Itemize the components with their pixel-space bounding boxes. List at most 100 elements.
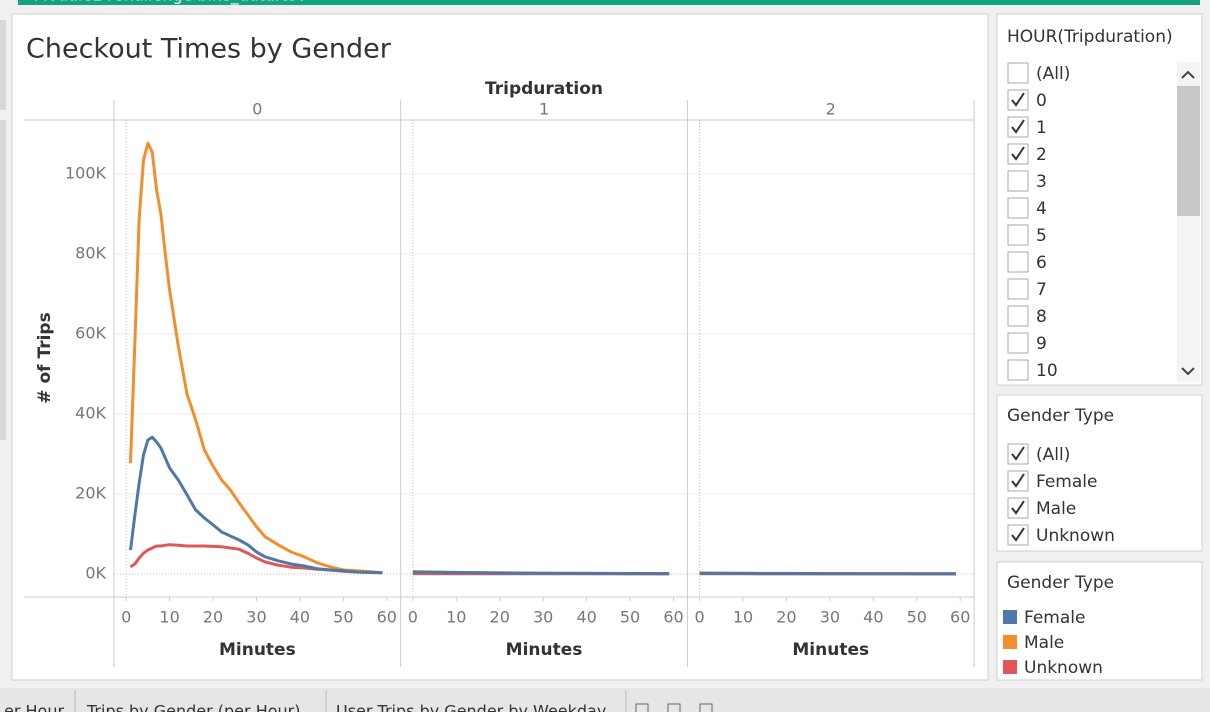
- filter-item[interactable]: 3: [1036, 172, 1047, 192]
- x-tick-label: 50: [620, 608, 640, 627]
- legend-label: Male: [1024, 633, 1064, 653]
- title-bar: [18, 0, 1200, 5]
- x-tick-label: 40: [576, 608, 596, 627]
- tab-icon[interactable]: [699, 703, 713, 712]
- checkmark: [1011, 119, 1025, 134]
- checkbox[interactable]: [1007, 332, 1029, 354]
- tab-icon[interactable]: [635, 703, 649, 712]
- x-tick-label: 20: [776, 608, 796, 627]
- scroll-thumb[interactable]: [1177, 86, 1200, 216]
- x-tick-label: 30: [820, 608, 840, 627]
- x-tick-label: 60: [663, 608, 683, 627]
- checkmark: [1011, 446, 1025, 461]
- x-axis-label: Minutes: [506, 640, 583, 660]
- y-tick-label: 40K: [75, 404, 106, 423]
- checkbox[interactable]: [1007, 497, 1029, 519]
- x-tick-label: 50: [907, 608, 927, 627]
- line: [129, 141, 383, 575]
- filter-item[interactable]: (All): [1036, 64, 1070, 84]
- x-tick-label: 0: [694, 608, 704, 627]
- x-axis-label: Minutes: [792, 640, 869, 660]
- legend-card: [996, 561, 1203, 681]
- x-tick-label: 10: [446, 608, 466, 627]
- sheet-tab[interactable]: Trips by Gender (per Hour): [86, 702, 300, 712]
- checkmark: [1011, 527, 1025, 542]
- filter-item[interactable]: 9: [1036, 334, 1047, 354]
- y-tick-label: 20K: [75, 484, 106, 503]
- filter-title: HOUR(Tripduration): [1007, 27, 1173, 47]
- y-tick-label: 100K: [65, 164, 107, 183]
- legend-swatch: [1003, 660, 1017, 674]
- checkbox[interactable]: [1007, 197, 1029, 219]
- panel-header: 1: [539, 100, 549, 119]
- checkbox[interactable]: [1007, 359, 1029, 381]
- chart-title: Checkout Times by Gender: [26, 34, 392, 65]
- legend-swatch: [1003, 610, 1017, 624]
- chart-pane: [11, 13, 989, 681]
- x-tick-label: 20: [490, 608, 510, 627]
- checkbox[interactable]: [1007, 278, 1029, 300]
- y-tick-label: 0K: [85, 564, 106, 583]
- filter-item[interactable]: Unknown: [1036, 526, 1115, 546]
- x-tick-label: 0: [408, 608, 418, 627]
- tab-bar: [0, 688, 1210, 712]
- legend-label: Female: [1024, 608, 1085, 628]
- filter-item[interactable]: 5: [1036, 226, 1047, 246]
- x-tick-label: 50: [333, 608, 353, 627]
- checkmark: [1011, 92, 1025, 107]
- checkbox[interactable]: [1007, 470, 1029, 492]
- x-tick-label: 40: [863, 608, 883, 627]
- line: [129, 435, 383, 575]
- y-tick-label: 80K: [75, 244, 106, 263]
- filter-item[interactable]: Female: [1036, 472, 1097, 492]
- checkbox[interactable]: [1007, 170, 1029, 192]
- checkbox[interactable]: [1007, 443, 1029, 465]
- checkmark: [1011, 146, 1025, 161]
- x-tick-label: 60: [377, 608, 397, 627]
- side-strip: [0, 120, 6, 440]
- scroll-down[interactable]: [1181, 367, 1195, 376]
- scroll-up[interactable]: [1181, 70, 1195, 79]
- line: [412, 570, 670, 576]
- x-axis-label: Minutes: [219, 640, 296, 660]
- checkbox[interactable]: [1007, 305, 1029, 327]
- checkbox[interactable]: [1007, 251, 1029, 273]
- x-tick-label: 10: [733, 608, 753, 627]
- filter-item[interactable]: 7: [1036, 280, 1047, 300]
- checkbox[interactable]: [1007, 143, 1029, 165]
- checkbox[interactable]: [1007, 524, 1029, 546]
- filter-item[interactable]: 10: [1036, 361, 1058, 381]
- sheet-tab[interactable]: er Hour: [4, 702, 64, 712]
- filter-card: [996, 394, 1203, 552]
- filter-item[interactable]: (All): [1036, 445, 1070, 465]
- filter-item[interactable]: Male: [1036, 499, 1076, 519]
- filter-item[interactable]: 6: [1036, 253, 1047, 273]
- y-tick-label: 60K: [75, 324, 106, 343]
- checkmark: [1011, 500, 1025, 515]
- x-tick-label: 30: [246, 608, 266, 627]
- filter-item[interactable]: 2: [1036, 145, 1047, 165]
- x-tick-label: 10: [159, 608, 179, 627]
- y-axis-label: # of Trips: [35, 312, 55, 403]
- legend-swatch: [1003, 635, 1017, 649]
- filter-item[interactable]: 0: [1036, 91, 1047, 111]
- tab-icon[interactable]: [667, 703, 681, 712]
- filter-card: [996, 13, 1203, 386]
- panel-header: 2: [826, 100, 836, 119]
- x-tick-label: 60: [950, 608, 970, 627]
- legend-label: Unknown: [1024, 658, 1103, 678]
- checkbox[interactable]: [1007, 224, 1029, 246]
- legend-title: Gender Type: [1007, 573, 1114, 593]
- checkbox[interactable]: [1007, 116, 1029, 138]
- filter-item[interactable]: 8: [1036, 307, 1047, 327]
- filter-item[interactable]: 1: [1036, 118, 1047, 138]
- checkbox[interactable]: [1007, 89, 1029, 111]
- checkmark: [1011, 473, 1025, 488]
- side-strip: [0, 20, 6, 110]
- file-path: Module14Challenge bike_data.csv: [34, 0, 306, 6]
- filter-title: Gender Type: [1007, 406, 1114, 426]
- sheet-tab[interactable]: User Trips by Gender by Weekday: [336, 702, 606, 712]
- checkbox[interactable]: [1007, 62, 1029, 84]
- filter-item[interactable]: 4: [1036, 199, 1047, 219]
